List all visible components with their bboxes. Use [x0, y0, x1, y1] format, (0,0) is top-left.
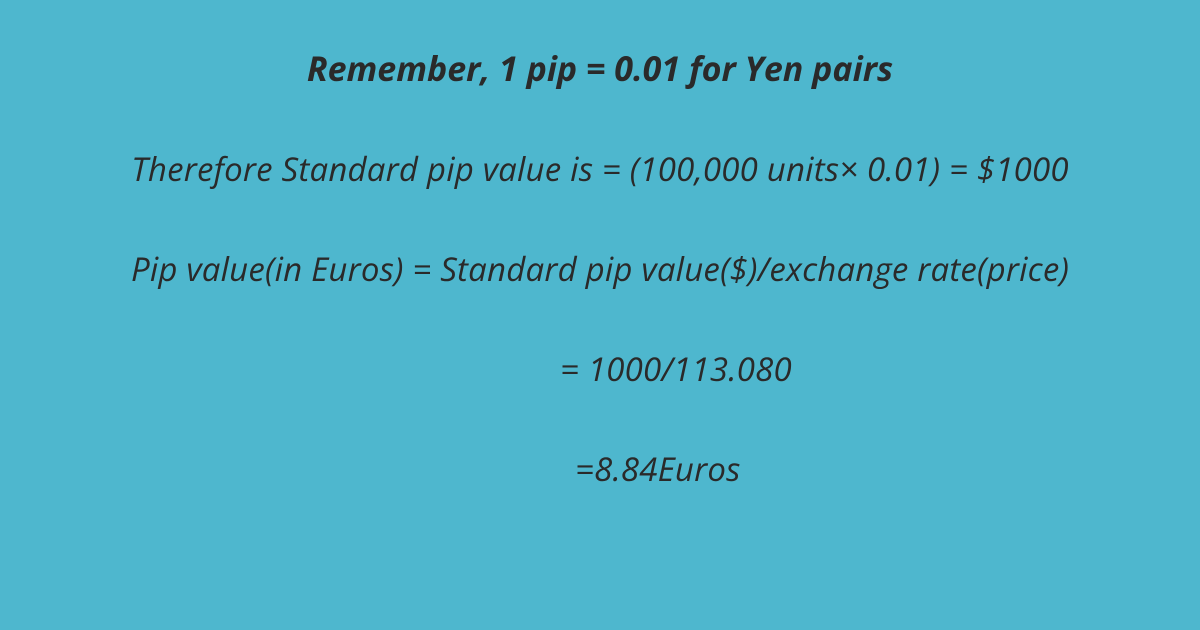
formula-line-3: = 1000/113.080	[20, 346, 1180, 391]
formula-line-4: =8.84Euros	[20, 446, 1180, 491]
heading-text: Remember, 1 pip = 0.01 for Yen pairs	[20, 45, 1180, 91]
formula-line-1: Therefore Standard pip value is = (100,0…	[20, 146, 1180, 191]
formula-line-2: Pip value(in Euros) = Standard pip value…	[20, 246, 1180, 291]
